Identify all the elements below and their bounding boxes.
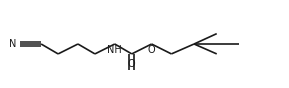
Text: O: O xyxy=(148,45,155,55)
Text: N: N xyxy=(9,39,16,49)
Text: NH: NH xyxy=(108,45,122,55)
Text: O: O xyxy=(128,59,136,69)
